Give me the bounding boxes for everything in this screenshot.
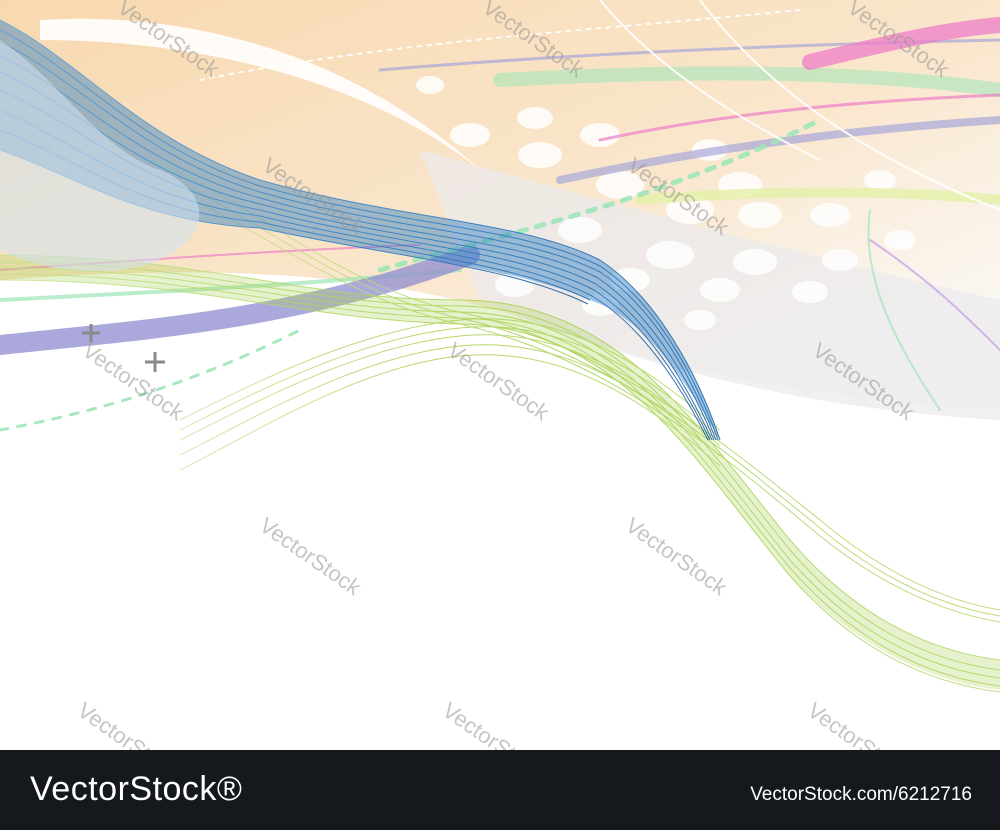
blue-wave-fill	[0, 20, 720, 440]
color-streaks	[0, 17, 1000, 432]
green-wave-fill	[0, 255, 1000, 690]
image-url: VectorStock.com/6212716	[750, 784, 972, 805]
abstract-wave-artwork: VectorStock VectorStock VectorStock Vect…	[0, 0, 1000, 750]
green-wave-ribbon	[0, 159, 1000, 693]
dot-pattern	[416, 76, 916, 330]
light-blue-veil	[0, 40, 200, 271]
footer-bar: VectorStock® VectorStock.com/6212716	[0, 750, 1000, 830]
white-swoosh	[40, 18, 480, 170]
brand-logo: VectorStock®	[30, 770, 243, 808]
cross-marks	[82, 324, 165, 372]
